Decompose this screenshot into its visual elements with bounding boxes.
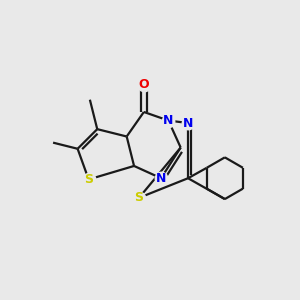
Text: O: O xyxy=(139,79,149,92)
Text: N: N xyxy=(156,172,166,185)
Text: N: N xyxy=(183,116,193,130)
Text: S: S xyxy=(84,173,93,186)
Text: S: S xyxy=(134,191,143,204)
Text: N: N xyxy=(163,114,174,127)
